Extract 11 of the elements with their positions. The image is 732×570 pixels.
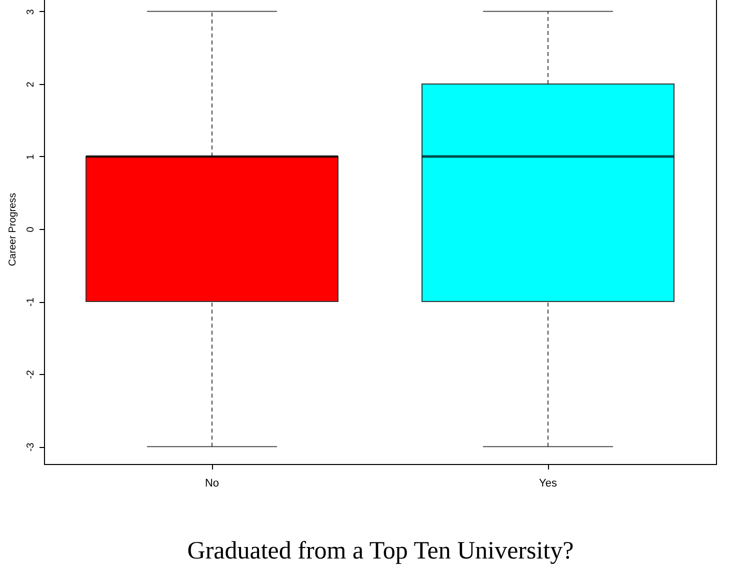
x-axis-title: Graduated from a Top Ten University? (187, 538, 574, 564)
y-tick-label: 3 (26, 8, 36, 15)
y-tick-label: -2 (26, 370, 36, 380)
y-axis-title: Career Progress (8, 192, 18, 266)
y-tick-label: 0 (26, 226, 36, 232)
y-tick-label: -1 (26, 297, 36, 306)
y-tick-label: 2 (26, 81, 36, 88)
y-tick-label: -3 (26, 442, 36, 452)
x-tick-label: Yes (539, 478, 558, 490)
y-tick-label: 1 (26, 154, 36, 160)
x-tick-label: No (204, 478, 220, 490)
